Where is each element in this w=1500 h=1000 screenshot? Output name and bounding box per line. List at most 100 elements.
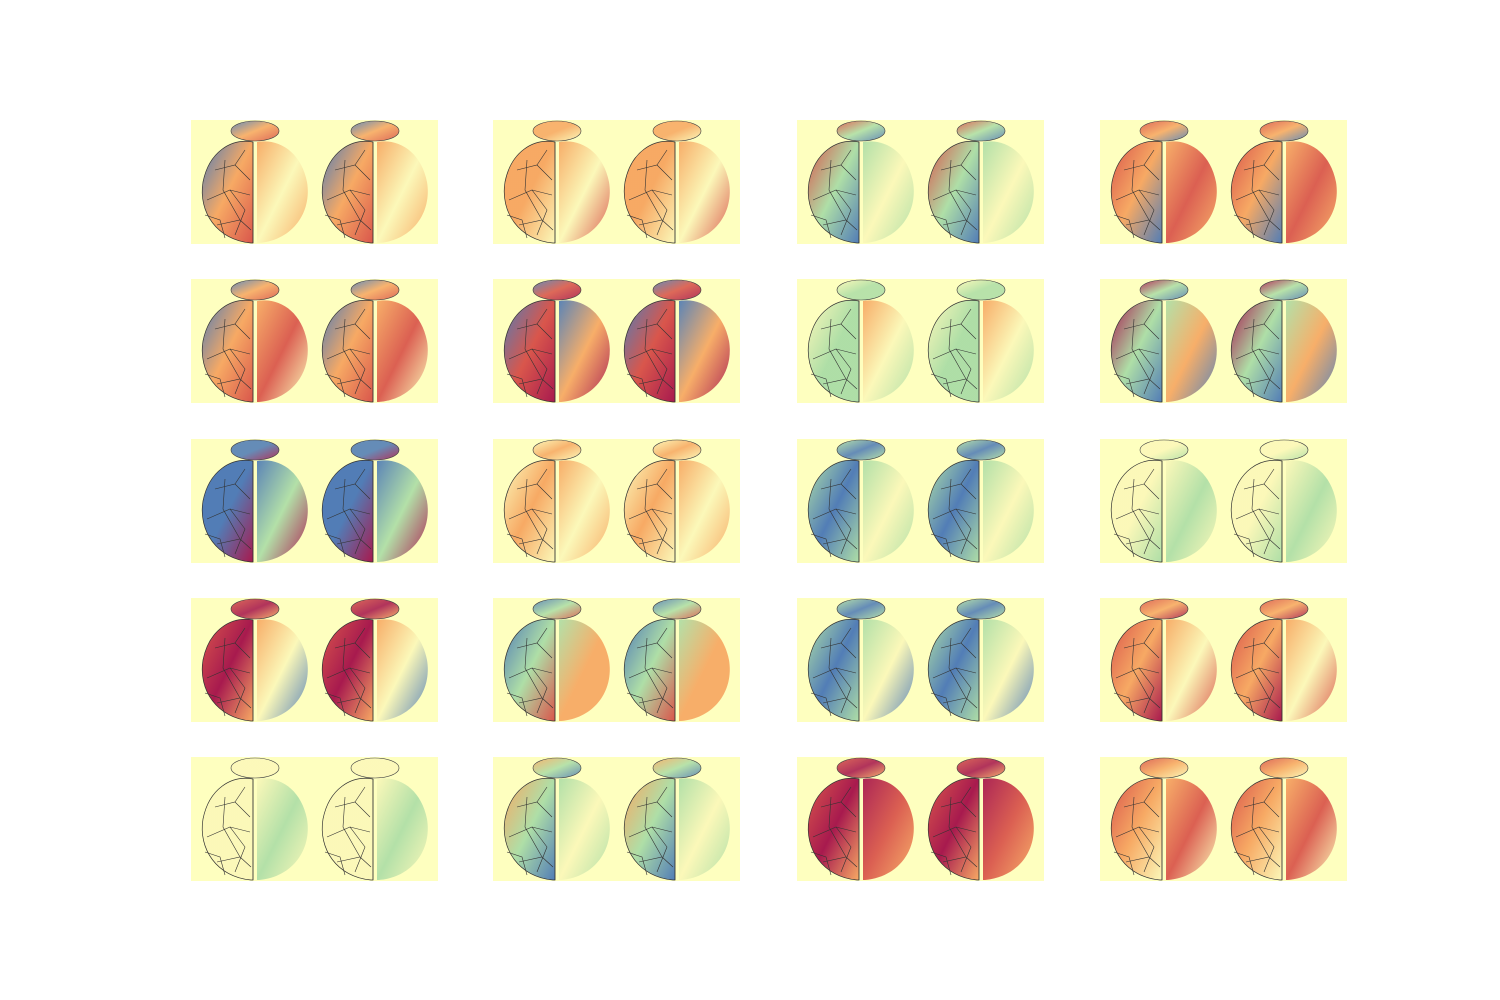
region-outline <box>807 777 860 881</box>
region-outline <box>810 851 832 876</box>
olfactory-bulb <box>230 439 280 461</box>
region-outline <box>354 468 366 485</box>
region-outline <box>1235 826 1275 873</box>
region-outline <box>1245 697 1281 709</box>
region-outline <box>1110 459 1163 563</box>
region-outline <box>1125 538 1161 550</box>
region-outline <box>216 219 252 231</box>
region-outline <box>1263 786 1275 803</box>
brain-image <box>201 439 308 563</box>
region-outline <box>1138 826 1160 833</box>
region-outline <box>506 214 528 239</box>
olfactory-bulb <box>652 598 702 620</box>
region-outline <box>1251 796 1270 858</box>
region-outline <box>321 140 374 244</box>
region-outline <box>927 459 980 563</box>
image-panel <box>797 120 1044 244</box>
region-outline <box>807 618 860 722</box>
region-outline <box>201 459 254 563</box>
region-outline <box>349 667 371 674</box>
left-hemisphere <box>808 460 859 562</box>
left-hemisphere <box>1111 300 1162 402</box>
region-outline <box>324 373 346 398</box>
region-outline <box>840 627 852 644</box>
left-hemisphere <box>1231 778 1282 880</box>
region-outline <box>638 378 674 390</box>
region-outline <box>623 299 676 403</box>
region-outline <box>229 189 251 196</box>
region-outline <box>1258 508 1280 515</box>
olfactory-bulb <box>1139 279 1189 301</box>
olfactory-bulb <box>652 279 702 301</box>
region-outline <box>321 618 374 722</box>
olfactory-bulb <box>956 120 1006 142</box>
region-outline <box>835 826 857 833</box>
left-hemisphere <box>202 619 253 721</box>
right-hemisphere <box>983 141 1034 243</box>
region-outline <box>835 189 857 196</box>
region-outline <box>204 533 226 558</box>
region-outline <box>1235 348 1275 395</box>
brain-image <box>1230 120 1337 244</box>
image-panel <box>797 439 1044 563</box>
region-outline <box>656 308 668 325</box>
region-outline <box>840 149 852 166</box>
region-outline <box>948 318 967 380</box>
right-hemisphere <box>863 619 914 721</box>
image-panel <box>1100 120 1347 244</box>
region-outline <box>948 796 967 858</box>
region-outline <box>234 627 246 644</box>
region-outline <box>932 667 972 714</box>
left-hemisphere <box>808 619 859 721</box>
region-outline <box>1233 692 1255 717</box>
region-outline <box>229 508 251 515</box>
region-outline <box>1138 508 1160 515</box>
region-outline <box>626 373 648 398</box>
region-outline <box>321 459 374 563</box>
region-outline <box>222 478 241 540</box>
left-hemisphere <box>202 300 253 402</box>
region-outline <box>342 318 361 380</box>
region-outline <box>1110 777 1163 881</box>
region-outline <box>930 214 952 239</box>
region-outline <box>942 538 978 550</box>
brain-image <box>1110 757 1217 881</box>
region-outline <box>1233 373 1255 398</box>
region-outline <box>326 348 366 395</box>
region-outline <box>828 318 847 380</box>
region-outline <box>1138 189 1160 196</box>
right-hemisphere <box>559 778 610 880</box>
olfactory-bulb <box>532 598 582 620</box>
region-outline <box>955 667 977 674</box>
region-outline <box>503 459 556 563</box>
brain-image <box>201 279 308 403</box>
region-outline <box>1143 149 1155 166</box>
region-outline <box>626 851 648 876</box>
region-outline <box>1230 618 1283 722</box>
brain-image <box>1110 598 1217 722</box>
right-hemisphere <box>863 300 914 402</box>
left-hemisphere <box>504 778 555 880</box>
region-outline <box>930 851 952 876</box>
region-outline <box>204 851 226 876</box>
region-outline <box>508 667 548 714</box>
image-panel <box>1100 757 1347 881</box>
region-outline <box>206 667 246 714</box>
region-outline <box>932 189 972 236</box>
olfactory-bulb <box>532 279 582 301</box>
image-panel <box>493 439 740 563</box>
olfactory-bulb <box>1259 279 1309 301</box>
region-outline <box>810 692 832 717</box>
olfactory-bulb <box>532 757 582 779</box>
brain-image <box>503 279 610 403</box>
brain-image <box>927 120 1034 244</box>
region-outline <box>518 856 554 868</box>
region-outline <box>955 189 977 196</box>
olfactory-bulb <box>230 120 280 142</box>
region-outline <box>1138 667 1160 674</box>
brain-image <box>1110 439 1217 563</box>
region-outline <box>1125 697 1161 709</box>
region-outline <box>932 826 972 873</box>
region-outline <box>626 692 648 717</box>
image-panel <box>191 120 438 244</box>
